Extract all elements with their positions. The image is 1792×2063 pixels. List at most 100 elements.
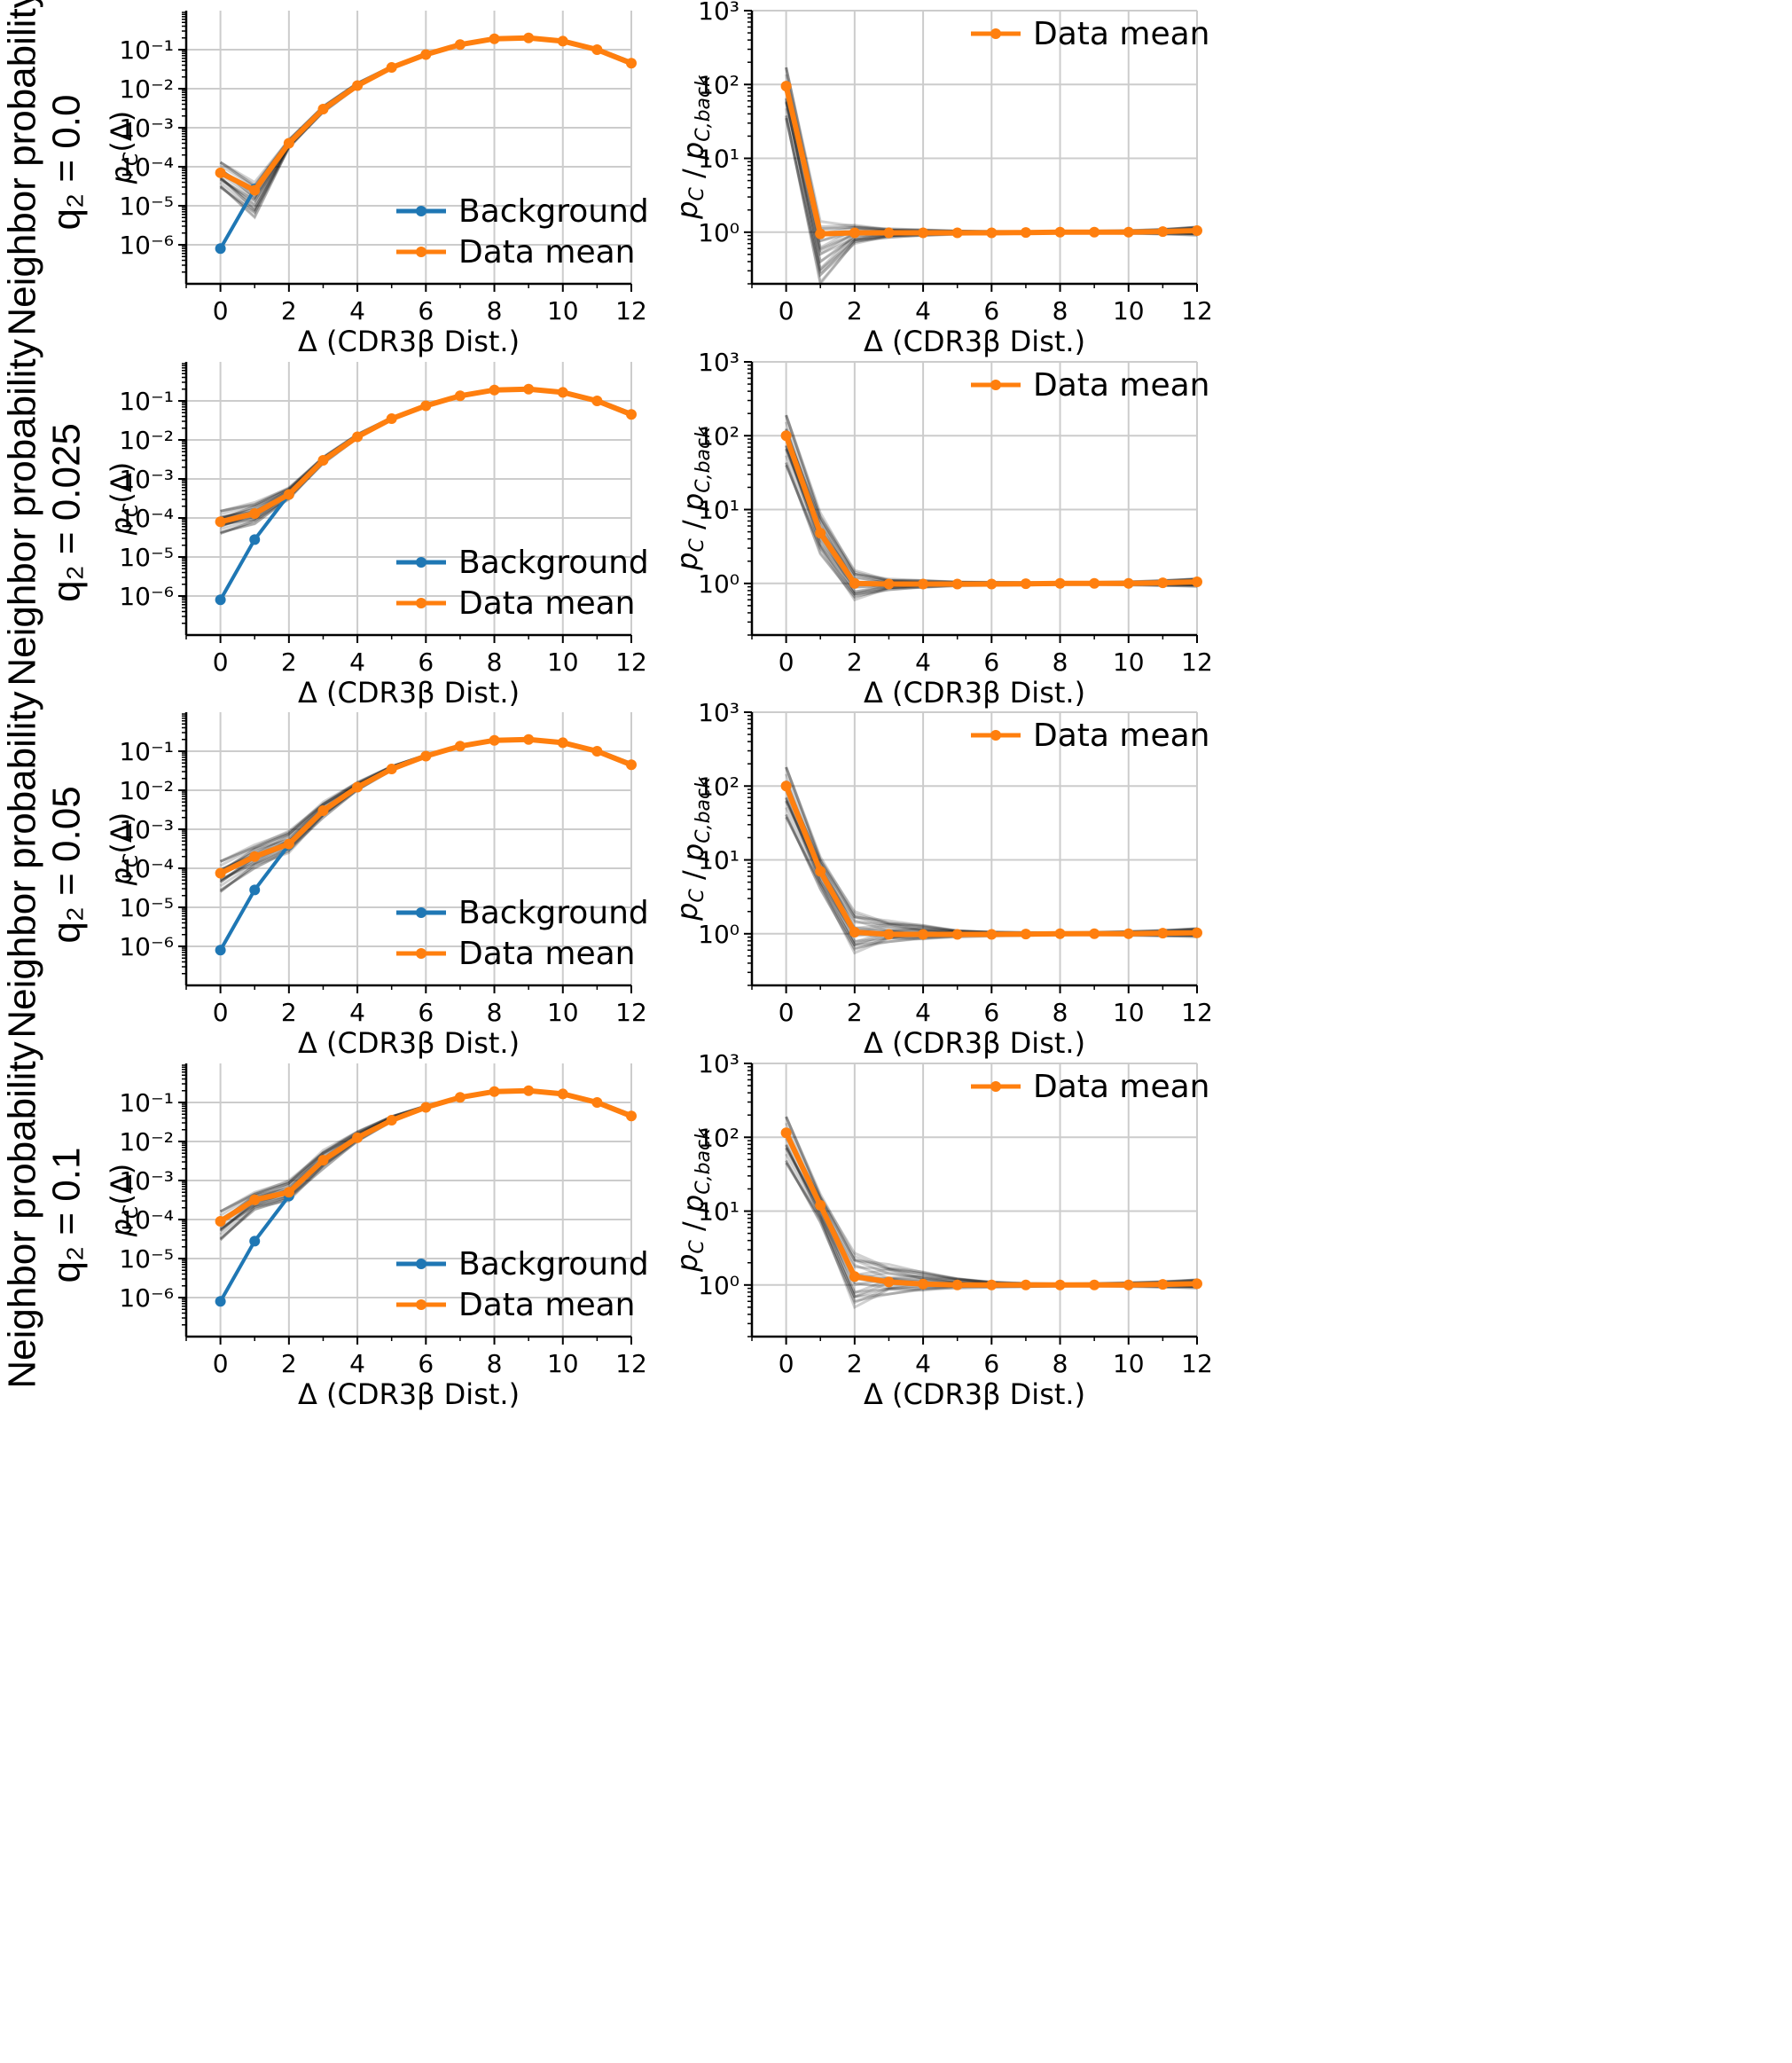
legend-label: Data mean [1033,16,1210,52]
y-axis-label: pC / pC,back [670,75,715,220]
x-axis-label: Δ (CDR3β Dist.) [298,676,520,710]
data-point [454,741,466,752]
data-point [283,838,294,850]
y-tick-label: 10² [698,772,739,801]
data-point [591,746,603,757]
y-tick-label: 10⁻⁶ [119,231,174,260]
data-point [918,227,929,239]
y-tick-label: 10¹ [698,145,739,174]
data-point [626,759,637,771]
y-tick-label: 10⁰ [698,569,739,599]
x-tick-label: 0 [213,998,229,1027]
grid [186,11,632,284]
legend-marker [990,1081,1001,1092]
row-label-q2: q₂ = 0.05 [45,786,89,943]
x-tick-label: 12 [1181,998,1213,1027]
x-tick-label: 6 [418,296,434,326]
legend-label: Background [458,193,649,230]
data-point [986,578,998,590]
x-tick-label: 12 [1181,1349,1213,1378]
x-tick-label: 2 [281,647,297,677]
data-point [626,1110,637,1122]
y-tick-label: 10⁻⁵ [119,1244,174,1274]
data-point [249,1235,261,1247]
data-point [215,243,226,255]
grid [186,1063,632,1337]
chart-panel-row1-left: 0 2 4 6 8 10 12 10⁻⁶ 10⁻⁵ 10⁻⁴ 10⁻³ 10⁻² 10⁻¹ Δ (CDR3… [105,11,649,358]
y-tick-label: 10⁻³ [119,815,174,844]
x-tick-label: 2 [847,998,863,1027]
y-tick-label: 10³ [698,348,739,377]
chart-panel-row1-right: 0 2 4 6 8 10 12 10⁰ 10¹ 10² 10³ Δ (CDR3β Dist.) pC /… [670,0,1213,358]
data-point [780,81,792,92]
data-point [591,1097,603,1108]
x-tick-label: 8 [487,647,503,677]
chart-panel-row2-left: 0 2 4 6 8 10 12 10⁻⁶ 10⁻⁵ 10⁻⁴ 10⁻³ 10⁻² 10⁻¹ Δ (CDR3… [105,362,649,710]
data-point [1192,927,1202,938]
data-point [454,1092,466,1103]
data-point [626,58,637,69]
data-point [420,49,432,60]
data-point [626,409,637,420]
data-point [352,431,364,443]
data-point [849,577,860,589]
y-tick-label: 10⁻³ [119,465,174,494]
data-point [249,884,261,896]
data-point [420,750,432,762]
x-tick-label: 4 [349,998,365,1027]
grid [752,1063,1198,1337]
data-point [1089,1279,1100,1290]
data-point [815,1199,826,1211]
data-point [283,1187,294,1198]
y-tick-label: 10⁻¹ [119,1088,174,1118]
data-point [918,1278,929,1290]
x-axis-label: Δ (CDR3β Dist.) [864,676,1085,710]
x-tick-label: 6 [418,998,434,1027]
legend-marker [990,730,1001,741]
chart-panel-row3-left: 0 2 4 6 8 10 12 10⁻⁶ 10⁻⁵ 10⁻⁴ 10⁻³ 10⁻² 10⁻¹ Δ (CDR3… [105,712,649,1060]
y-tick-label: 10⁻³ [119,1166,174,1196]
data-point [420,1102,432,1113]
data-point [352,1132,364,1143]
data-point [454,39,466,51]
x-tick-label: 8 [1053,647,1068,677]
x-tick-label: 2 [281,998,297,1027]
data-point [215,594,226,606]
data-point [317,455,329,467]
data-point [1089,928,1100,939]
x-tick-label: 6 [418,647,434,677]
x-tick-label: 12 [615,998,647,1027]
data-point [1192,1278,1202,1290]
data-point [489,33,500,44]
x-tick-label: 0 [779,296,794,326]
legend-label: Data mean [1033,1069,1210,1105]
data-point [1192,225,1202,237]
x-tick-label: 8 [487,1349,503,1378]
legend: Background Data mean [396,1246,649,1323]
x-tick-label: 2 [281,296,297,326]
y-tick-label: 10² [698,70,739,99]
x-tick-label: 8 [1053,296,1068,326]
x-tick-label: 4 [915,647,931,677]
data-point [523,733,535,745]
data-point [283,137,294,149]
data-point [1123,226,1134,238]
data-point [352,781,364,793]
x-tick-label: 12 [615,296,647,326]
x-tick-label: 2 [281,1349,297,1378]
data-point [386,62,397,74]
data-point [420,400,432,412]
data-point [1054,577,1066,589]
legend-label: Data mean [458,585,636,622]
y-tick-label: 10⁻⁶ [119,1283,174,1313]
legend: Background Data mean [396,193,649,271]
y-tick-label: 10⁻¹ [119,387,174,416]
y-axis-label: pC(Δ) [105,111,143,185]
data-point [780,780,792,792]
y-tick-label: 10⁻² [119,1127,174,1157]
legend: Data mean [971,367,1210,404]
row-label-q2: q₂ = 0.1 [45,1148,89,1283]
legend-label: Data mean [458,936,636,972]
y-tick-label: 10⁻⁶ [119,582,174,611]
grid [752,10,1198,284]
